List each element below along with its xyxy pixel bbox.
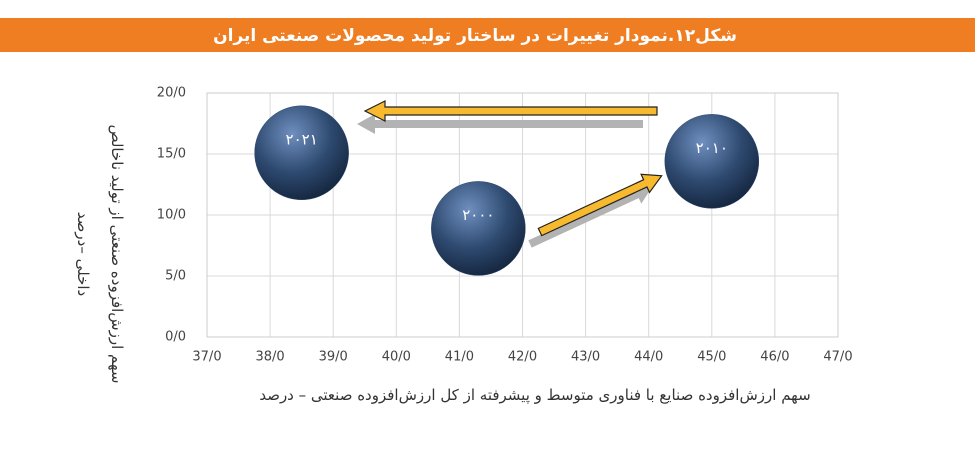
plot-frame bbox=[206, 92, 839, 338]
x-tick-label: 37/0 bbox=[192, 350, 221, 365]
y-tick-label: 10/0 bbox=[157, 208, 186, 223]
x-tick-label: 41/0 bbox=[445, 350, 474, 365]
x-axis-label: سهم ارزش‌افزوده صنایع با فناوری متوسط و … bbox=[259, 386, 811, 404]
x-tick-label: 40/0 bbox=[382, 350, 411, 365]
shadow-arrow bbox=[357, 114, 643, 134]
x-tick-label: 45/0 bbox=[697, 350, 726, 365]
x-tick-label: 47/0 bbox=[823, 350, 852, 365]
y-tick-label: 5/0 bbox=[165, 269, 186, 284]
title-bar bbox=[0, 18, 975, 52]
bubble bbox=[254, 105, 349, 201]
shadow-arrow bbox=[528, 185, 652, 248]
x-tick-label: 44/0 bbox=[634, 350, 663, 365]
arrows bbox=[357, 100, 663, 248]
x-tick-label: 38/0 bbox=[255, 350, 284, 365]
y-tick-label: 20/0 bbox=[157, 86, 186, 101]
point-label: ۲۰۱۰ bbox=[696, 139, 728, 157]
y-tick-label: 0/0 bbox=[165, 330, 186, 345]
arrow bbox=[537, 173, 663, 237]
x-tick-label: 46/0 bbox=[760, 350, 789, 365]
y-tick-label: 15/0 bbox=[157, 147, 186, 162]
bubble bbox=[664, 114, 760, 209]
y-axis-label: سهم ارزش‌افزوده صنعتی از تولید ناخالص دا… bbox=[74, 124, 126, 384]
point-label: ۲۰۲۱ bbox=[286, 130, 318, 148]
bubble bbox=[431, 181, 526, 276]
chart-title: شکل۱۲.نمودار تغییرات در ساختار تولید محص… bbox=[213, 26, 737, 46]
point-label: ۲۰۰۰ bbox=[462, 206, 494, 224]
x-tick-label: 39/0 bbox=[319, 350, 348, 365]
arrow bbox=[363, 100, 658, 122]
x-tick-label: 42/0 bbox=[508, 350, 537, 365]
x-tick-label: 43/0 bbox=[571, 350, 600, 365]
